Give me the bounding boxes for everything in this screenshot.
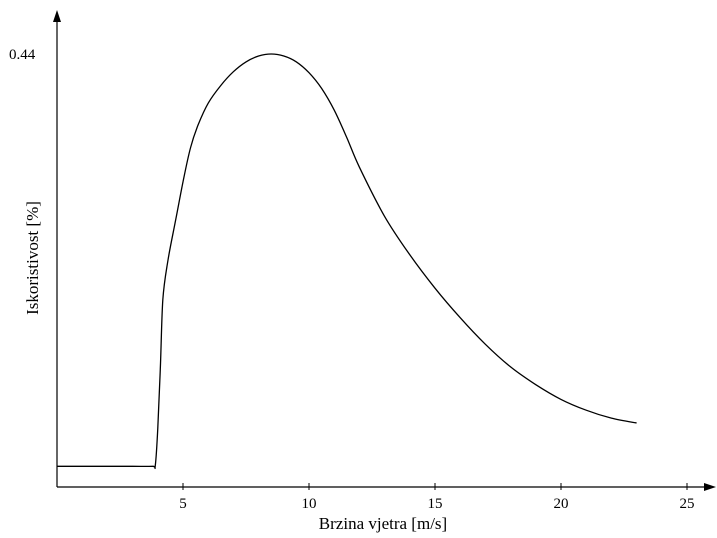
y-axis-arrow	[53, 10, 61, 22]
x-axis-label: Brzina vjetra [m/s]	[319, 514, 447, 533]
x-tick-label: 25	[680, 496, 695, 512]
x-axis-arrow	[704, 483, 716, 491]
x-tick-label: 20	[554, 496, 569, 512]
y-axis-label: Iskoristivost [%]	[23, 201, 42, 315]
x-tick-label: 15	[428, 496, 443, 512]
y-ticks: 0.44	[9, 47, 36, 63]
series-line	[57, 53, 637, 470]
y-axis	[53, 10, 61, 487]
x-axis	[57, 483, 716, 491]
x-ticks: 5 10 15 20 25	[179, 483, 695, 512]
x-tick-label: 10	[302, 496, 317, 512]
y-tick-label: 0.44	[9, 47, 36, 63]
x-tick-label: 5	[179, 496, 187, 512]
